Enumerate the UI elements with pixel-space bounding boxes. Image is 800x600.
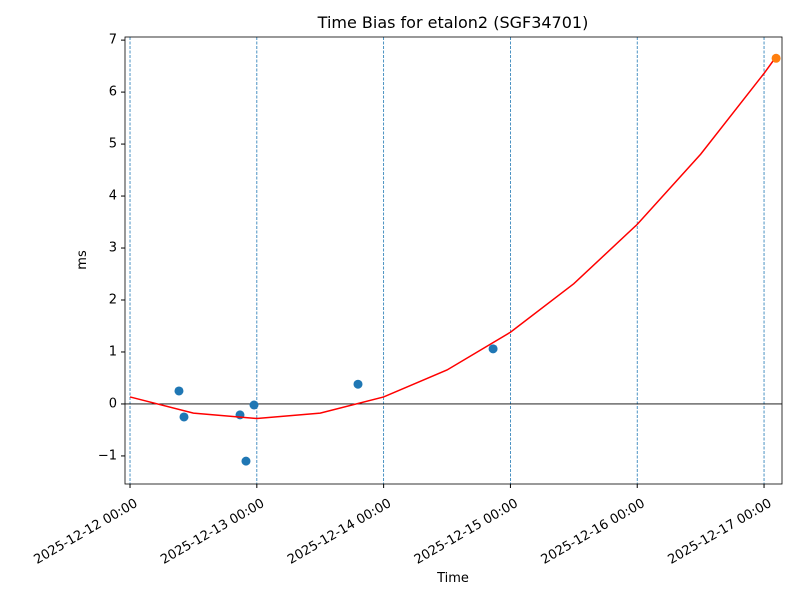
fit-line bbox=[129, 56, 777, 420]
y-tick-label: 0 bbox=[109, 396, 117, 411]
y-tick-label: 7 bbox=[109, 33, 117, 48]
chart-title: Time Bias for etalon2 (SGF34701) bbox=[317, 13, 589, 32]
data-point bbox=[241, 456, 251, 466]
data-point bbox=[249, 400, 259, 410]
y-tick-label: 6 bbox=[109, 85, 117, 100]
data-point bbox=[488, 344, 498, 354]
data-point bbox=[771, 53, 781, 63]
data-point bbox=[353, 379, 363, 389]
y-axis-label: ms bbox=[75, 250, 90, 270]
data-point bbox=[179, 412, 189, 422]
y-tick-label: 5 bbox=[109, 137, 117, 152]
x-axis-label: Time bbox=[436, 571, 469, 586]
data-point bbox=[174, 386, 184, 396]
y-tick-label: −1 bbox=[98, 448, 117, 463]
y-tick-label: 1 bbox=[109, 344, 117, 359]
y-tick-label: 4 bbox=[109, 189, 117, 204]
y-tick-label: 2 bbox=[109, 293, 117, 308]
y-tick-label: 3 bbox=[109, 241, 117, 256]
plot-frame bbox=[124, 36, 783, 485]
